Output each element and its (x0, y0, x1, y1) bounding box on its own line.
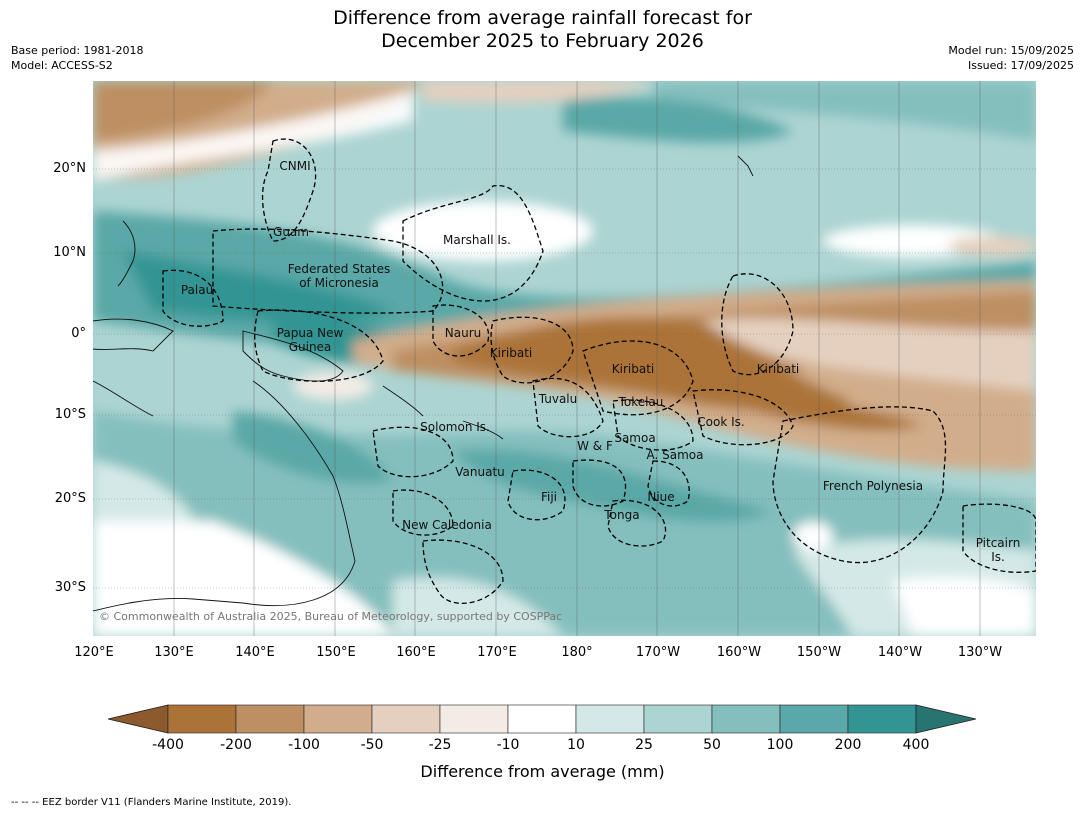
colorbar-tick-label: 25 (635, 737, 653, 753)
colorbar-tick-label: -10 (496, 737, 520, 753)
colorbar-tick-label: 400 (902, 737, 930, 753)
colorbar-segment (167, 704, 237, 734)
label-new-caledonia: New Caledonia (402, 518, 492, 532)
colorbar-segment (371, 704, 441, 734)
label-french-polynesia: French Polynesia (822, 479, 924, 493)
lat-label-30s: 30°S (54, 580, 86, 595)
lon-label-130w: 130°W (957, 645, 1003, 660)
colorbar-extend-low (107, 704, 169, 734)
label-american-samoa: A. Samoa (646, 448, 704, 462)
colorbar-tick-label: -400 (152, 737, 184, 753)
anomaly-field (93, 81, 1036, 636)
label-marshall-islands: Marshall Is. (443, 233, 511, 247)
colorbar-label: Difference from average (mm) (420, 762, 665, 781)
lon-label-130e: 130°E (154, 645, 194, 660)
label-pitcairn-line1: Pitcairn (975, 536, 1021, 550)
label-palau: Palau (180, 283, 214, 297)
label-guam: Guam (273, 225, 309, 239)
label-fsm-line1: Federated States (287, 262, 391, 276)
label-kiribati-central: Kiribati (611, 362, 655, 376)
rainfall-map-svg (93, 81, 1036, 636)
lat-label-0: 0° (71, 326, 86, 341)
label-solomon-islands: Solomon Is. (420, 420, 490, 434)
lat-label-10s: 10°S (54, 407, 86, 422)
lat-label-20n: 20°N (53, 161, 86, 176)
colorbar (107, 704, 979, 740)
meta-right: Model run: 15/09/2025 Issued: 17/09/2025 (948, 43, 1074, 73)
colorbar-tick-label: 200 (834, 737, 862, 753)
colorbar-tick-label: -25 (428, 737, 452, 753)
colorbar-tick-label: -200 (220, 737, 252, 753)
lon-label-170e: 170°E (477, 645, 517, 660)
eez-footnote: -- -- -- EEZ border V11 (Flanders Marine… (11, 797, 292, 808)
colorbar-segment (439, 704, 509, 734)
label-wallis-futuna: W & F (577, 439, 613, 453)
label-niue: Niue (647, 490, 675, 504)
label-tonga: Tonga (604, 508, 640, 522)
lat-label-10n: 10°N (53, 245, 86, 260)
rainfall-map: CNMI Guam Marshall Is. Federated States … (93, 81, 1036, 636)
model-name: Model: ACCESS-S2 (11, 59, 113, 72)
label-vanuatu: Vanuatu (455, 465, 505, 479)
label-kiribati-west: Kiribati (489, 346, 533, 360)
map-title: Difference from average rainfall forecas… (0, 7, 1085, 53)
copyright-notice: © Commonwealth of Australia 2025, Bureau… (99, 610, 563, 623)
colorbar-segment (711, 704, 781, 734)
lon-label-140e: 140°E (235, 645, 275, 660)
colorbar-extend-high (915, 704, 977, 734)
colorbar-tick-label: -100 (288, 737, 320, 753)
colorbar-segment (643, 704, 713, 734)
meta-left: Base period: 1981-2018 Model: ACCESS-S2 (11, 43, 143, 73)
eez-borders (162, 138, 1036, 604)
label-fsm-line2: of Micronesia (299, 276, 379, 290)
lon-label-180: 180° (561, 645, 593, 660)
label-fiji: Fiji (540, 490, 558, 504)
label-tokelau: Tokelau (618, 395, 664, 409)
lon-label-160e: 160°E (396, 645, 436, 660)
label-tuvalu: Tuvalu (538, 392, 578, 406)
colorbar-svg (107, 704, 977, 734)
model-run: Model run: 15/09/2025 (948, 44, 1074, 57)
colorbar-tick-label: 10 (567, 737, 585, 753)
label-kiribati-east: Kiribati (756, 362, 800, 376)
label-png-line1: Papua New (276, 326, 344, 340)
colorbar-segment (235, 704, 305, 734)
label-samoa: Samoa (614, 431, 656, 445)
colorbar-tick-label: 50 (703, 737, 721, 753)
lon-label-150e: 150°E (316, 645, 356, 660)
lat-label-20s: 20°S (54, 491, 86, 506)
colorbar-segment (575, 704, 645, 734)
colorbar-tick-label: 100 (766, 737, 794, 753)
label-png-line2: Guinea (288, 340, 332, 354)
lon-label-120e: 120°E (74, 645, 114, 660)
issued-date: Issued: 17/09/2025 (967, 59, 1074, 72)
label-cook-islands: Cook Is. (697, 415, 745, 429)
colorbar-tick-label: -50 (360, 737, 384, 753)
lon-label-160w: 160°W (716, 645, 762, 660)
lon-label-140w: 140°W (877, 645, 923, 660)
label-pitcairn-line2: Is. (991, 550, 1005, 564)
colorbar-segment (507, 704, 577, 734)
title-line-2: December 2025 to February 2026 (381, 30, 704, 52)
colorbar-segment (779, 704, 849, 734)
label-cnmi: CNMI (279, 159, 311, 173)
title-line-1: Difference from average rainfall forecas… (333, 7, 752, 29)
lon-label-150w: 150°W (796, 645, 842, 660)
base-period: Base period: 1981-2018 (11, 44, 144, 57)
colorbar-segment (847, 704, 917, 734)
lon-label-170w: 170°W (635, 645, 681, 660)
colorbar-segment (303, 704, 373, 734)
label-nauru: Nauru (444, 326, 482, 340)
